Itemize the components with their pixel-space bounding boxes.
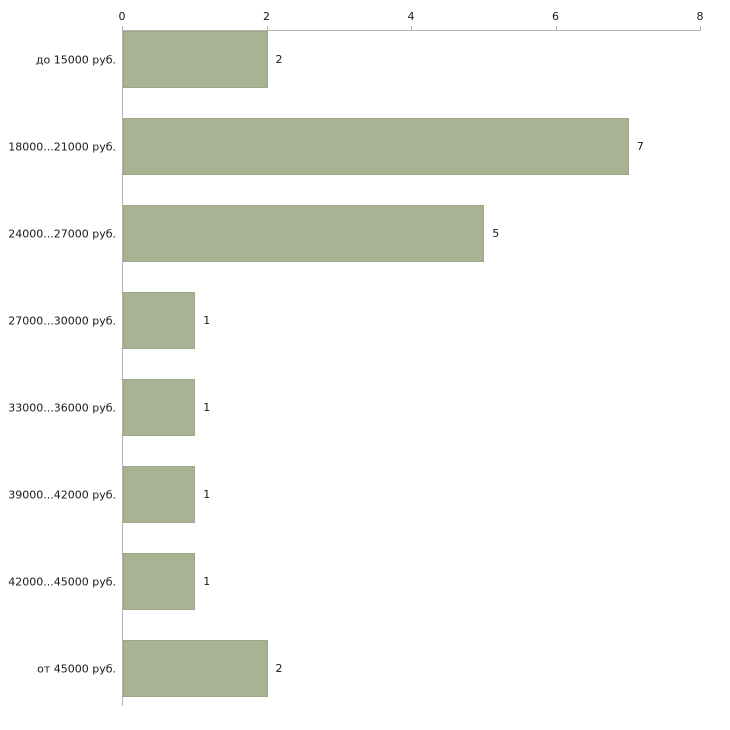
category-label: 24000...27000 руб. <box>8 227 116 240</box>
category-label: 27000...30000 руб. <box>8 314 116 327</box>
x-axis-tick-label: 8 <box>696 10 704 23</box>
category-label: 42000...45000 руб. <box>8 575 116 588</box>
bar-2 <box>123 205 485 262</box>
bar-1 <box>123 118 629 175</box>
x-axis-tick-label: 6 <box>552 10 559 23</box>
x-axis-tick-label: 4 <box>407 10 415 23</box>
bar-value-label: 1 <box>203 575 211 588</box>
x-axis-tick-mark <box>122 26 123 30</box>
x-axis: 0 2 4 6 8 <box>118 0 704 30</box>
x-axis-line <box>122 30 701 31</box>
bar-value-label: 1 <box>203 488 211 501</box>
x-axis-tick-label: 0 <box>118 10 126 23</box>
bar-value-label: 1 <box>203 401 211 414</box>
x-axis-tick-mark <box>555 26 557 30</box>
bar-value-label: 5 <box>492 227 500 240</box>
bar-6 <box>123 553 196 610</box>
bar-3 <box>123 292 196 349</box>
category-label: 33000...36000 руб. <box>8 401 116 414</box>
bar-value-label: 7 <box>636 140 644 153</box>
bar-0 <box>123 31 268 88</box>
y-axis-category-labels: до 15000 руб. 18000...21000 руб. 24000...2… <box>0 30 116 706</box>
x-axis-tick-label: 2 <box>263 10 270 23</box>
category-label: 39000...42000 руб. <box>8 488 116 501</box>
y-axis-line <box>122 30 123 706</box>
x-axis-tick-mark <box>700 26 701 30</box>
category-label: 18000...21000 руб. <box>8 140 116 153</box>
bar-value-label: 2 <box>275 53 283 66</box>
bar-value-label: 1 <box>203 314 211 327</box>
x-axis-tick-mark <box>411 26 412 30</box>
bar-7 <box>123 640 268 697</box>
bar-value-label: 2 <box>275 662 283 675</box>
bar-5 <box>123 466 196 523</box>
category-label: до 15000 руб. <box>35 53 116 66</box>
bar-4 <box>123 379 196 436</box>
x-axis-tick-mark <box>266 26 268 30</box>
category-label: от 45000 руб. <box>37 662 116 675</box>
plot-area: 2 7 5 1 1 1 1 2 <box>122 30 701 706</box>
